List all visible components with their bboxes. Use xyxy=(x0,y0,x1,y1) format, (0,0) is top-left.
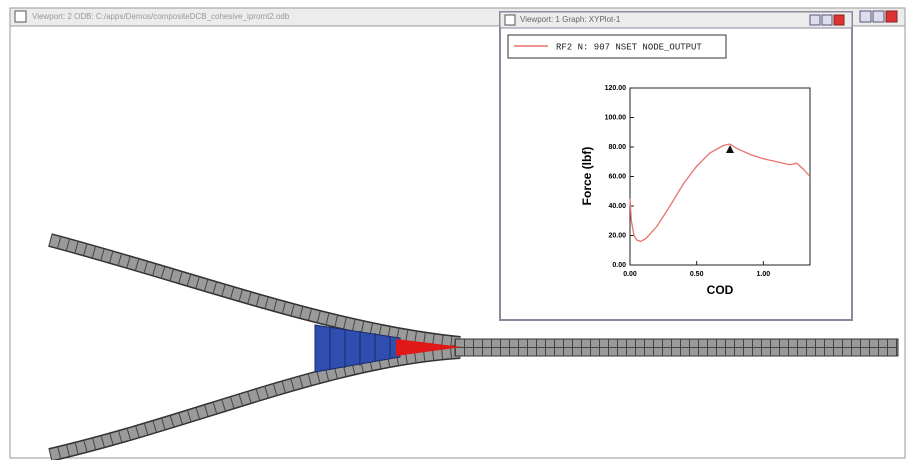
window-icon xyxy=(505,15,515,25)
y-tick-label: 60.00 xyxy=(608,173,626,180)
y-tick-label: 20.00 xyxy=(608,232,626,239)
x-axis-label: COD xyxy=(707,283,734,297)
viewport-1-title: Viewport: 1 Graph: XYPlot-1 xyxy=(520,15,621,24)
y-tick-label: 100.00 xyxy=(605,114,627,121)
y-tick-label: 40.00 xyxy=(608,203,626,210)
maximize-button[interactable] xyxy=(873,11,884,22)
y-tick-label: 120.00 xyxy=(605,85,627,92)
minimize-button[interactable] xyxy=(810,15,820,25)
x-tick-label: 0.50 xyxy=(690,271,704,278)
window-icon xyxy=(15,11,26,22)
y-axis-label: Force (lbf) xyxy=(580,147,594,206)
maximize-button[interactable] xyxy=(822,15,832,25)
x-tick-label: 0.00 xyxy=(623,271,637,278)
viewport-2-title: Viewport: 2 ODB: C:/apps/Demos/composite… xyxy=(32,12,290,21)
close-button[interactable] xyxy=(834,15,844,25)
minimize-button[interactable] xyxy=(860,11,871,22)
x-tick-label: 1.00 xyxy=(757,271,771,278)
y-tick-label: 0.00 xyxy=(612,262,626,269)
screen: Viewport: 2 ODB: C:/apps/Demos/composite… xyxy=(0,0,908,460)
legend-label: RF2 N: 907 NSET NODE_OUTPUT xyxy=(556,42,702,52)
y-tick-label: 80.00 xyxy=(608,144,626,151)
close-button[interactable] xyxy=(886,11,897,22)
